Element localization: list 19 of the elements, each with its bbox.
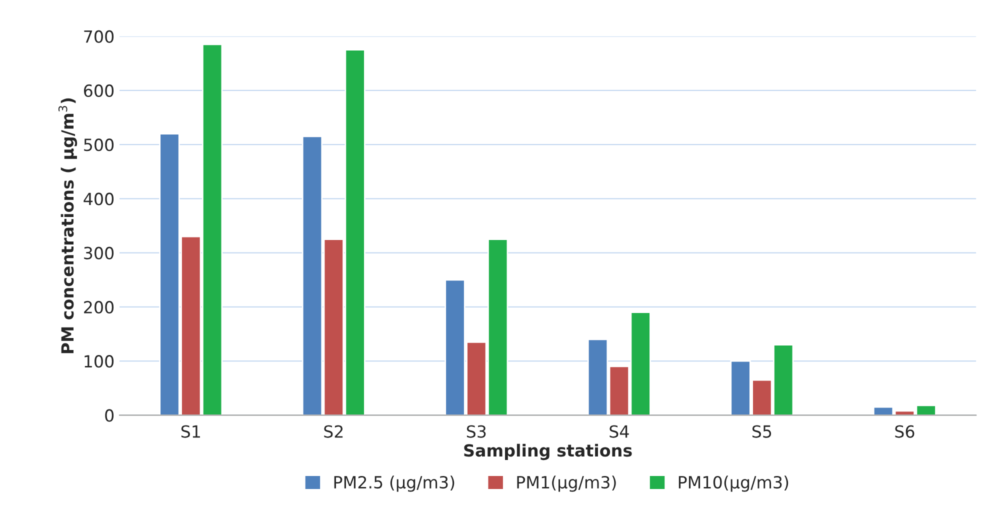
x-tick-label: S6 [895, 425, 914, 438]
y-tick-label: 100 [84, 355, 114, 368]
legend-label: PM10(µg/m3) [678, 476, 788, 492]
x-tick-label: S1 [181, 425, 200, 438]
legend-label: PM1(µg/m3) [517, 476, 616, 492]
legend-label: PM2.5 (µg/m3) [334, 476, 454, 492]
x-axis-title: Sampling stations [464, 444, 632, 460]
y-tick-label: 600 [84, 84, 114, 98]
y-tick-label: 700 [84, 30, 114, 43]
y-tick-label: 400 [84, 192, 114, 206]
x-tick-label: S3 [466, 425, 486, 438]
y-axis-title: PM concentrations ( µg/m$^{3}$) [58, 98, 78, 354]
x-tick-label: S4 [610, 425, 629, 438]
y-tick-label: 0 [105, 409, 114, 422]
y-tick-label: 300 [84, 246, 114, 260]
y-tick-label: 200 [84, 300, 114, 314]
x-tick-label: S2 [324, 425, 343, 438]
y-tick-label: 500 [84, 138, 114, 152]
x-tick-label: S5 [752, 425, 772, 438]
